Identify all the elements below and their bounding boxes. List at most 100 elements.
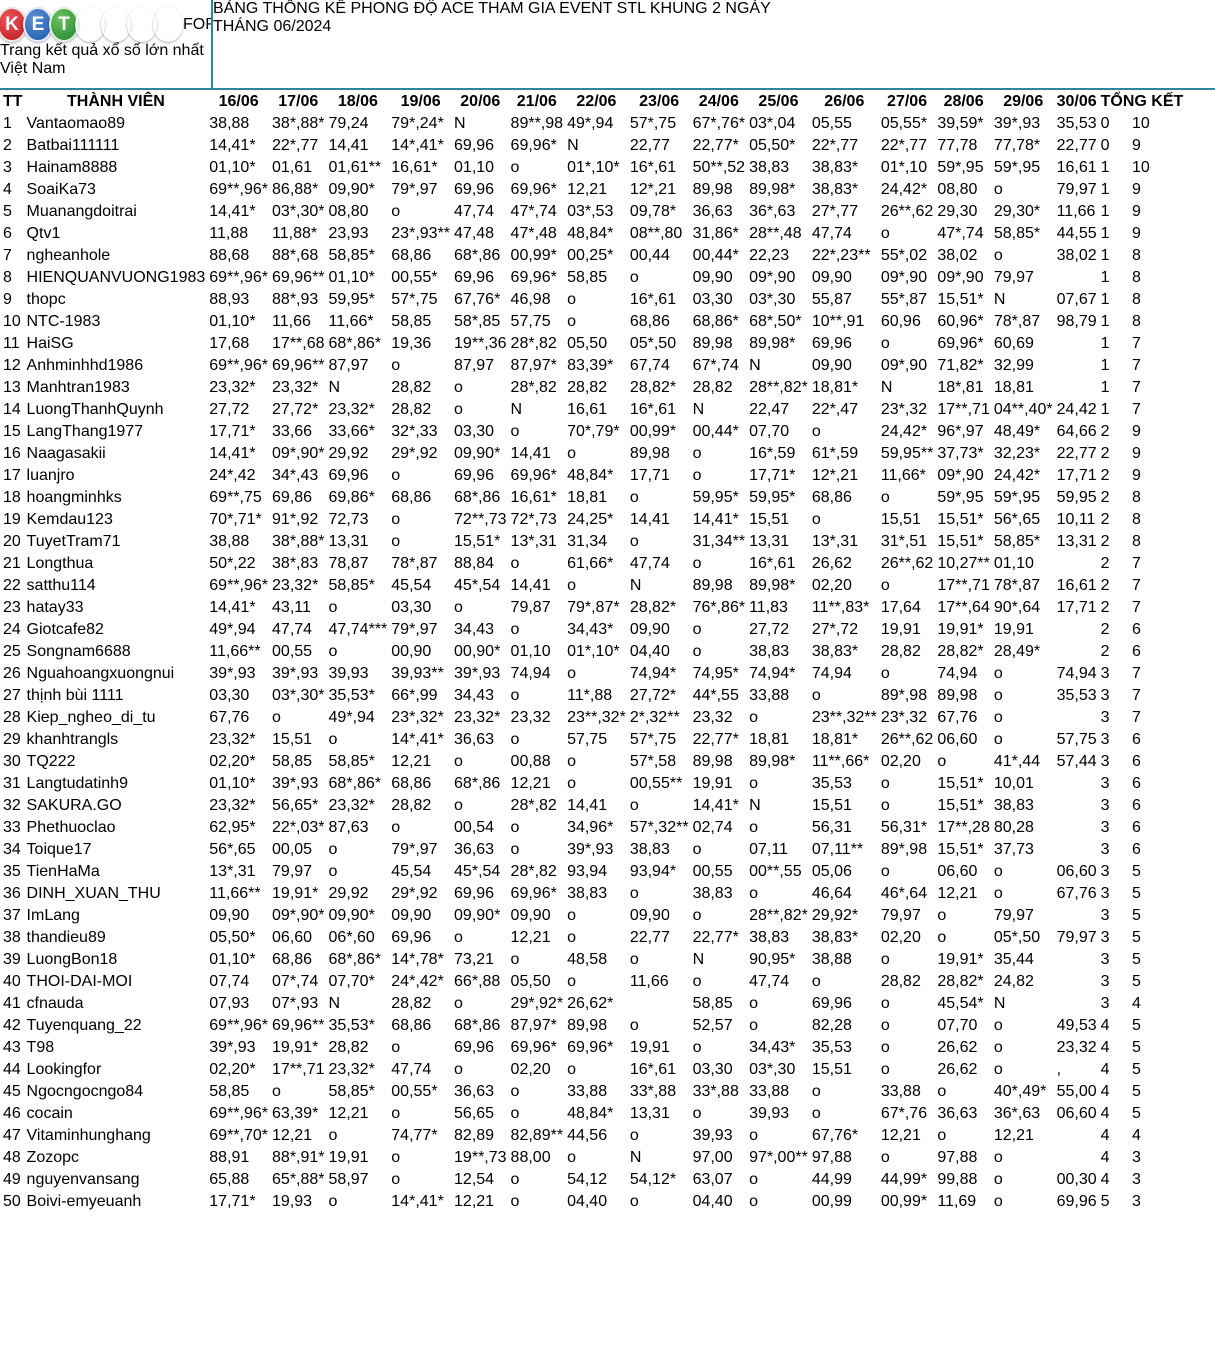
table-row: 42 Tuyenquang_22 69**,96* 69,96** 35,53* 68,8… [2,1016,1184,1036]
score-cell: 22,77* [692,137,739,154]
score-cell: 79,97 [880,907,921,924]
score-cell: 79,97 [272,863,313,880]
score-cell: o [811,973,821,990]
table-row: 11 HaiSG 17,68 17**,68 68*,86* 19,36 19**,36 28… [2,334,1184,354]
total-miss-count: 3 [1100,687,1110,704]
score-cell: 02,20 [811,577,852,594]
score-cell: 38,83 [749,159,790,176]
total-miss-count: 1 [1100,181,1110,198]
score-cell: 34*,43 [272,467,319,484]
score-cell: 01*,10 [880,159,928,176]
row-number: 45 [3,1083,21,1100]
score-cell: 19**,73 [454,1149,507,1166]
score-cell: o [993,1171,1003,1188]
score-cell: 29,92 [328,885,369,902]
score-cell [1056,950,1098,970]
score-cell: 01,10* [209,775,256,792]
score-cell [1056,1126,1098,1146]
table-row: 20 TuyetTram71 38,88 38*,88* 13,31 o 15,51* 13*… [2,532,1184,552]
score-cell: 47,74 [749,973,790,990]
score-cell: 28,82 [391,401,432,418]
member-name: HIENQUANVUONG1983 [26,269,206,286]
score-cell: o [692,445,702,462]
score-cell: 86,88* [272,181,319,198]
score-cell: o [993,1039,1003,1056]
score-cell: 03*,30* [272,203,325,220]
score-cell: 01,10* [209,313,256,330]
total-miss-count: 1 [1100,203,1110,220]
score-cell: 38,83* [811,159,859,176]
score-cell: 02,20 [880,753,921,770]
score-cell: 19,91 [629,1039,670,1056]
total-win-count: 6 [1132,819,1141,836]
score-cell: 07,93 [209,995,250,1012]
score-cell: 34,96* [567,819,614,836]
month-title: THÁNG 06/2024 [213,18,332,35]
score-cell: 11,66 [629,973,669,990]
score-cell: o [629,1127,639,1144]
score-cell: 88,68 [209,247,250,264]
score-cell: 35,53 [1056,687,1097,704]
score-cell: 38*,88* [272,533,325,550]
score-cell: 39,93** [391,665,444,682]
table-row: 35 TienHaMa 13*,31 79,97 o 45,54 45*,54 28*,82 9… [2,862,1184,882]
member-name: LangThang1977 [26,423,144,440]
site-logo[interactable]: KETQUA2FORUM Trang kết quả xổ số lớn nhấ… [0,0,213,88]
score-cell: 06,60 [937,731,978,748]
score-cell: 78*,87 [993,313,1041,330]
score-cell: 58,85* [993,533,1041,550]
row-number: 6 [3,225,12,242]
score-cell: o [567,577,576,594]
table-row: 34 Toique17 56*,65 00,05 o 79*,97 36,63 o 39*,93… [2,840,1184,860]
score-cell: 18,81 [567,489,608,506]
score-cell: 04**,40* [993,401,1053,418]
score-cell: o [937,1083,947,1100]
total-win-count: 5 [1132,885,1141,902]
column-header-date: 30/06 [1056,93,1097,110]
score-cell: o [391,467,401,484]
score-cell: 91*,92 [272,511,319,528]
member-name: khanhtrangls [26,731,119,748]
score-cell: 59,95** [880,445,934,462]
row-number: 37 [3,907,21,924]
score-cell: 01,10* [209,951,256,968]
column-header-date: 23/06 [639,93,680,110]
score-cell: 97,00 [692,1149,733,1166]
score-cell: 74,77* [391,1127,438,1144]
score-cell: 08,80 [937,181,978,198]
score-cell: 13,31 [1056,533,1097,550]
total-miss-count: 1 [1100,269,1110,286]
score-cell: 12,21 [272,1127,313,1144]
total-miss-count: 3 [1100,929,1110,946]
total-miss-count: 1 [1100,401,1110,418]
total-miss-count: 0 [1100,137,1110,154]
score-cell: 48,84* [567,1105,614,1122]
score-cell: 72,73 [328,511,369,528]
member-name: thandieu89 [26,929,106,946]
row-number: 31 [3,775,21,792]
score-cell: 09*,90 [880,269,928,286]
score-cell: 01,10* [328,269,375,286]
score-cell: 35,53 [1056,115,1097,132]
total-miss-count: 1 [1100,225,1110,242]
score-cell: 12,21 [391,753,432,770]
score-cell: o [567,907,576,924]
score-cell: o [749,885,758,902]
total-win-count: 5 [1132,929,1141,946]
score-cell: o [510,621,520,638]
score-cell: 27,72* [629,687,677,704]
score-cell: 69,96 [391,929,432,946]
total-win-count: 9 [1132,423,1141,440]
score-cell: 69,96 [1056,1193,1097,1210]
score-cell: o [880,951,890,968]
row-number: 34 [3,841,21,858]
score-cell: 22,77 [1056,137,1097,154]
score-cell: 22,23 [749,247,790,264]
score-cell: 24,82 [993,973,1034,990]
table-row: 16 Naagasakii 14,41* 09*,90* 29,92 29*,92 09,9… [2,444,1184,464]
score-cell: 01,61 [272,159,313,176]
score-cell: o [454,995,463,1012]
total-win-count: 7 [1132,357,1141,374]
score-cell: 68,86* [692,313,739,330]
score-cell: 05,50 [510,973,551,990]
